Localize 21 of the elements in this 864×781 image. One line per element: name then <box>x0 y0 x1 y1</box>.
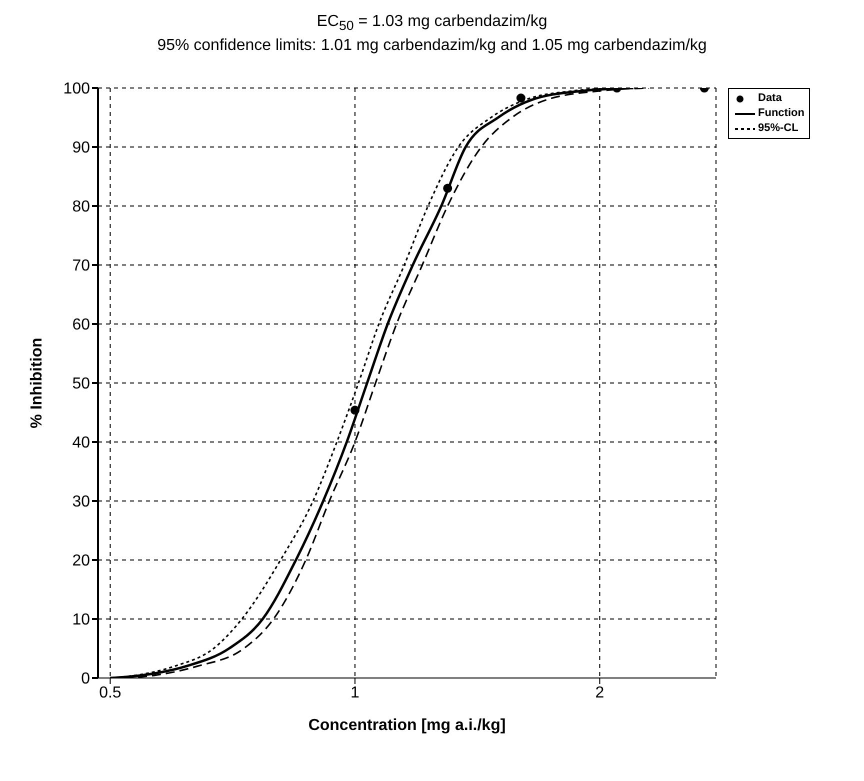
y-tick-label: 0 <box>81 670 90 688</box>
y-tick-label: 100 <box>63 80 90 98</box>
legend-label: Data <box>758 91 782 106</box>
y-tick-label: 80 <box>72 198 90 216</box>
y-tick-label: 10 <box>72 612 90 629</box>
chart-subtitle: 95% confidence limits: 1.01 mg carbendazim/kg and 1.05 mg carbendazim/kg <box>156 36 708 56</box>
chart-title: EC$_{50}$ = 1.03 mg carbendazim/kg <box>316 12 548 36</box>
x-tick-label: 0.5 <box>99 684 122 702</box>
y-tick-label: 30 <box>72 494 90 511</box>
x-tick-label: 2 <box>595 684 604 702</box>
y-tick-label: 40 <box>72 434 90 452</box>
legend-label: Function <box>758 106 804 122</box>
x-axis-title: Concentration [mg a.i./kg] <box>308 717 506 734</box>
y-axis-title: % Inhibition <box>28 338 46 429</box>
y-tick-label: 90 <box>72 140 90 157</box>
y-tick-label: 70 <box>72 258 90 275</box>
x-tick-label: 1 <box>350 684 360 702</box>
y-tick-label: 20 <box>72 552 90 570</box>
y-tick-label: 50 <box>72 376 90 393</box>
legend-label: 95%-CL <box>758 121 798 136</box>
y-tick-label: 60 <box>72 316 90 334</box>
